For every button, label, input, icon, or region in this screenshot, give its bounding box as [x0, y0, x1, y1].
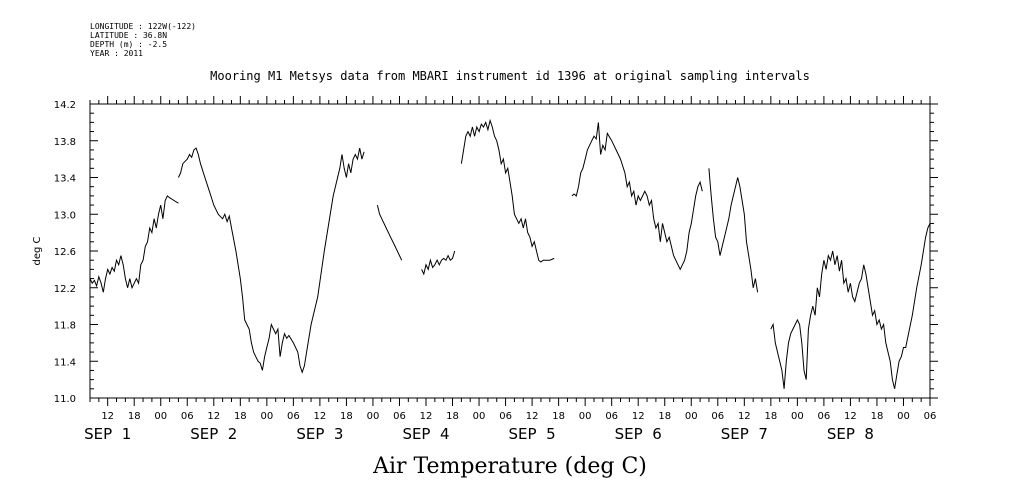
x-tick-label: 06 — [393, 411, 406, 422]
x-tick-label: 00 — [685, 411, 698, 422]
y-axis: 11.0 11.4 11.8 12.2 12.6 13.0 13.4 13.8 14.2 — [54, 100, 938, 405]
x-tick-label: 18 — [658, 411, 671, 422]
latitude-label: LATITUDE : 36.8N — [90, 31, 168, 40]
x-tick-label: 06 — [924, 411, 937, 422]
y-tick-label: 11.0 — [54, 394, 76, 405]
x-tick-label: 12 — [101, 411, 114, 422]
year-label: YEAR : 2011 — [90, 49, 143, 58]
x-tick-label: 06 — [818, 411, 831, 422]
x-tick-label: 00 — [260, 411, 273, 422]
series-line-segment — [89, 195, 179, 293]
y-axis-label: deg C — [32, 236, 43, 265]
x-tick-label: 00 — [154, 411, 167, 422]
x-tick-label: 12 — [420, 411, 433, 422]
y-tick-label: 13.4 — [54, 174, 76, 185]
x-tick-label: 18 — [764, 411, 777, 422]
x-axis: 12 18 00 06 12 18 00 06 12 18 00 06 12 18 00 06 12 18 00 06… — [84, 96, 936, 443]
x-day-label: SEP 1 — [84, 425, 131, 443]
x-tick-label: 18 — [234, 411, 247, 422]
x-tick-label: 12 — [738, 411, 751, 422]
series-line-segment — [460, 118, 555, 263]
x-tick-label: 06 — [605, 411, 618, 422]
x-tick-label: 06 — [711, 411, 724, 422]
x-tick-label: 12 — [844, 411, 857, 422]
series-line-segment — [571, 122, 703, 271]
series-line-segment — [177, 147, 365, 374]
x-tick-label: 00 — [897, 411, 910, 422]
metadata-block: LONGITUDE : 122W(-122) LATITUDE : 36.8N … — [90, 22, 196, 58]
series-line-segment — [770, 133, 931, 389]
x-tick-label: 06 — [287, 411, 300, 422]
y-tick-label: 14.2 — [54, 100, 76, 111]
x-axis-label: Air Temperature (deg C) — [373, 454, 647, 479]
x-tick-label: 00 — [579, 411, 592, 422]
plot-frame — [89, 103, 931, 399]
y-tick-label: 12.2 — [54, 284, 76, 295]
x-tick-label: 18 — [128, 411, 141, 422]
y-tick-label: 13.8 — [54, 137, 76, 148]
x-tick-label: 12 — [207, 411, 220, 422]
x-tick-label: 18 — [552, 411, 565, 422]
x-tick-label: 12 — [632, 411, 645, 422]
x-tick-label: 18 — [340, 411, 353, 422]
series-line-segment — [376, 204, 403, 261]
x-tick-label: 18 — [446, 411, 459, 422]
x-tick-label: 12 — [526, 411, 539, 422]
x-day-label: SEP 3 — [296, 425, 343, 443]
x-tick-label: 06 — [499, 411, 512, 422]
longitude-label: LONGITUDE : 122W(-122) — [90, 22, 196, 31]
x-day-label: SEP 2 — [190, 425, 237, 443]
x-tick-label: 00 — [473, 411, 486, 422]
y-tick-label: 11.4 — [54, 357, 76, 368]
x-tick-label: 00 — [367, 411, 380, 422]
series-line-segment — [708, 168, 759, 293]
x-tick-label: 18 — [871, 411, 884, 422]
x-day-label: SEP 6 — [615, 425, 662, 443]
x-day-label: SEP 5 — [509, 425, 556, 443]
y-tick-label: 11.8 — [54, 321, 76, 332]
x-day-label: SEP 4 — [402, 425, 449, 443]
x-tick-label: 06 — [181, 411, 194, 422]
series-group — [89, 118, 931, 389]
y-tick-label: 12.6 — [54, 247, 76, 258]
x-tick-label: 00 — [791, 411, 804, 422]
x-tick-label: 12 — [314, 411, 327, 422]
chart-title: Mooring M1 Metsys data from MBARI instru… — [210, 69, 810, 83]
series-line-segment — [421, 250, 456, 276]
x-day-label: SEP 8 — [827, 425, 874, 443]
y-tick-label: 13.0 — [54, 210, 76, 221]
x-day-label: SEP 7 — [721, 425, 768, 443]
depth-label: DEPTH (m) : -2.5 — [90, 40, 168, 49]
